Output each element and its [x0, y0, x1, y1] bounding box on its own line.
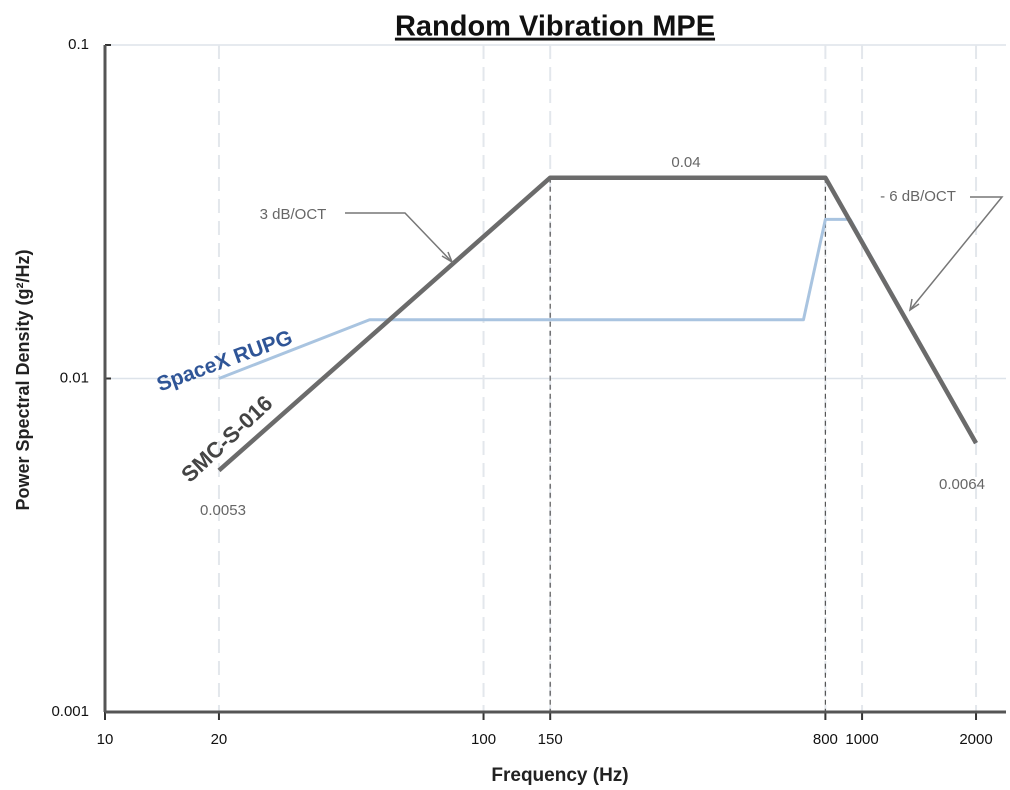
y-axis-label: Power Spectral Density (g²/Hz)	[13, 249, 33, 510]
plot-area: 0.001 0.01 0.1 10 20 100 150 800 1000 2000 SpaceX …	[51, 36, 1006, 748]
x-tick-label: 2000	[959, 731, 992, 748]
y-tick-label: 0.1	[68, 36, 89, 53]
arrow	[345, 212, 453, 263]
y-tick-label: 0.001	[51, 703, 89, 720]
x-tick-label: 150	[538, 731, 563, 748]
chart-title: Random Vibration MPE	[395, 11, 715, 43]
annotation: 0.04	[671, 154, 700, 171]
annotation: 3 dB/OCT	[260, 206, 327, 223]
series-label: SMC-S-016	[176, 390, 277, 487]
x-tick-label: 1000	[845, 731, 878, 748]
x-tick-label: 100	[471, 731, 496, 748]
annotation-arrows	[345, 196, 1004, 312]
x-axis-label: Frequency (Hz)	[491, 765, 628, 786]
series-line	[217, 175, 978, 473]
y-tick-label: 0.01	[60, 369, 89, 386]
arrow-head	[441, 251, 454, 264]
arrow	[909, 196, 1004, 311]
annotation: 0.0064	[939, 476, 985, 493]
annotation: - 6 dB/OCT	[880, 188, 956, 205]
annotation: 0.0053	[200, 502, 246, 519]
x-tick-label: 20	[211, 731, 228, 748]
x-tick-label: 800	[813, 731, 838, 748]
x-tick-label: 10	[97, 731, 114, 748]
arrow-head	[908, 298, 920, 312]
series-label: SpaceX RUPG	[154, 326, 296, 396]
